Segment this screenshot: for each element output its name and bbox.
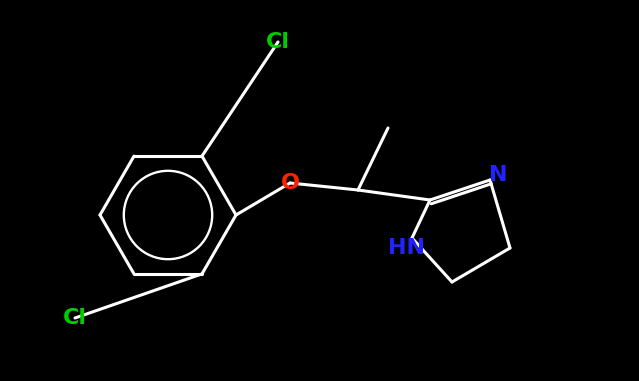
Text: N: N [489, 165, 507, 185]
Text: Cl: Cl [63, 308, 87, 328]
Text: O: O [281, 173, 300, 193]
Text: Cl: Cl [266, 32, 290, 52]
Text: HN: HN [389, 238, 426, 258]
